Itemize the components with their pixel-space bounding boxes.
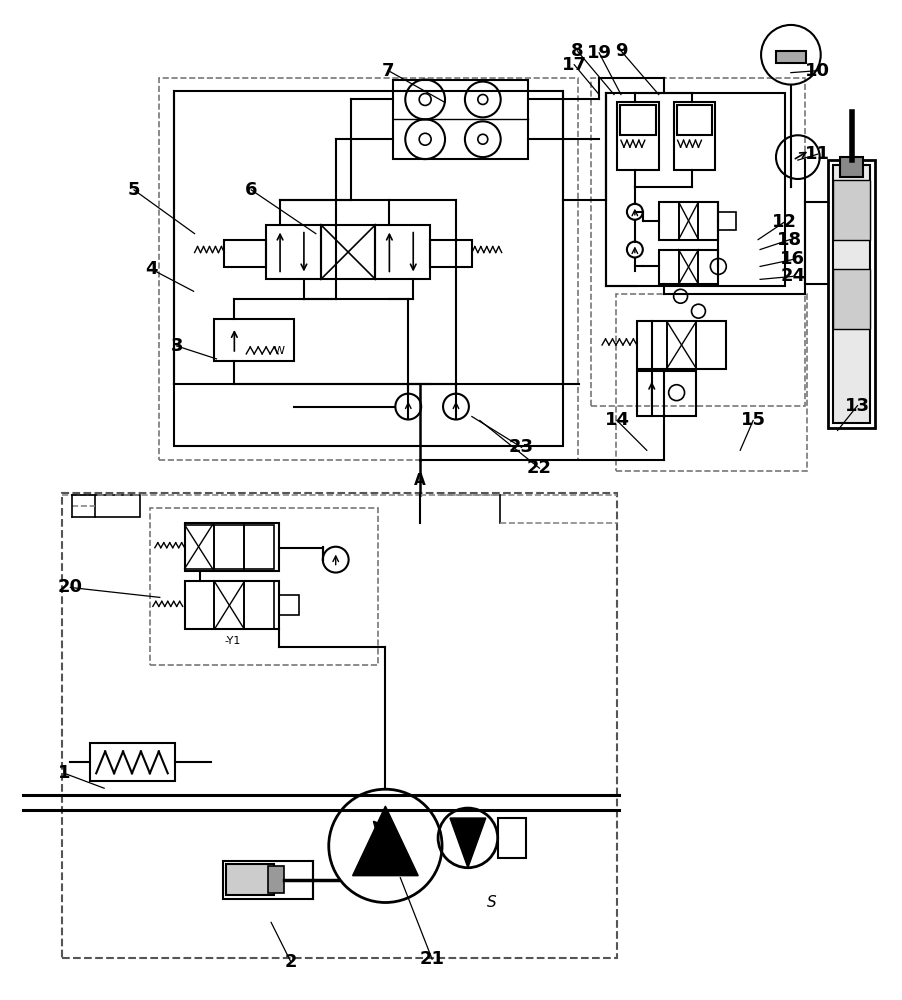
Text: 19: 19 xyxy=(586,44,612,62)
Bar xyxy=(375,225,430,279)
Bar xyxy=(159,78,578,460)
Bar xyxy=(658,250,678,284)
Text: 7: 7 xyxy=(382,62,395,80)
Text: 22: 22 xyxy=(527,459,552,477)
Bar xyxy=(244,525,274,569)
Bar xyxy=(244,581,274,629)
Bar xyxy=(62,493,617,958)
Text: 14: 14 xyxy=(604,411,630,429)
Bar xyxy=(185,525,215,569)
Text: 10: 10 xyxy=(805,62,830,80)
Bar xyxy=(266,225,321,279)
Text: 11: 11 xyxy=(805,145,830,163)
Text: 9: 9 xyxy=(614,42,627,60)
Bar xyxy=(658,250,718,284)
Bar xyxy=(620,105,656,135)
Bar xyxy=(718,212,736,230)
Bar xyxy=(185,523,279,571)
Text: 24: 24 xyxy=(780,267,805,285)
Text: 23: 23 xyxy=(509,438,534,456)
Bar xyxy=(185,581,215,629)
Bar xyxy=(833,180,870,240)
Text: A: A xyxy=(414,473,426,488)
Bar xyxy=(226,864,274,895)
Bar xyxy=(698,202,718,240)
Bar xyxy=(637,371,696,416)
Bar xyxy=(658,202,678,240)
Text: 18: 18 xyxy=(778,231,803,249)
Bar xyxy=(268,866,284,893)
Bar xyxy=(96,495,140,517)
Text: 16: 16 xyxy=(780,250,805,268)
Bar xyxy=(185,581,279,629)
Bar xyxy=(215,319,294,361)
Text: 15: 15 xyxy=(741,411,766,429)
Bar xyxy=(676,105,713,135)
Text: 12: 12 xyxy=(772,213,797,231)
Text: 13: 13 xyxy=(845,397,870,415)
Bar xyxy=(833,165,870,423)
Bar xyxy=(833,269,870,329)
Text: 8: 8 xyxy=(571,42,584,60)
Bar xyxy=(90,743,175,781)
Text: -Y1: -Y1 xyxy=(225,636,241,646)
Text: S: S xyxy=(487,895,497,910)
Bar xyxy=(696,321,726,369)
Bar xyxy=(215,581,244,629)
Bar xyxy=(498,818,526,858)
Bar xyxy=(617,102,658,170)
Bar xyxy=(393,80,528,159)
Text: 17: 17 xyxy=(562,56,586,74)
Text: 20: 20 xyxy=(58,578,83,596)
Bar xyxy=(674,102,715,170)
Bar xyxy=(321,225,375,279)
Bar xyxy=(606,93,785,286)
Text: 4: 4 xyxy=(145,260,158,278)
Bar xyxy=(174,91,564,446)
Bar xyxy=(225,240,266,267)
Bar xyxy=(678,202,698,240)
Text: 3: 3 xyxy=(170,337,183,355)
Text: 21: 21 xyxy=(419,950,445,968)
Bar xyxy=(637,321,726,369)
Bar xyxy=(279,595,299,615)
Polygon shape xyxy=(450,818,486,868)
Bar xyxy=(667,321,696,369)
Bar xyxy=(150,508,379,665)
Bar xyxy=(224,861,313,899)
Text: W: W xyxy=(273,346,284,356)
Bar xyxy=(776,51,805,63)
Bar xyxy=(616,294,806,471)
Bar xyxy=(698,250,718,284)
Bar xyxy=(637,321,667,369)
Bar xyxy=(678,250,698,284)
Bar xyxy=(215,525,244,569)
Text: 1: 1 xyxy=(58,764,70,782)
Text: 2: 2 xyxy=(285,953,298,971)
Text: 5: 5 xyxy=(128,181,140,199)
Bar xyxy=(840,157,863,177)
Bar xyxy=(430,240,472,267)
Bar xyxy=(591,78,805,406)
Bar xyxy=(828,160,875,428)
Bar xyxy=(658,202,718,240)
Polygon shape xyxy=(353,806,419,876)
Text: 6: 6 xyxy=(245,181,257,199)
